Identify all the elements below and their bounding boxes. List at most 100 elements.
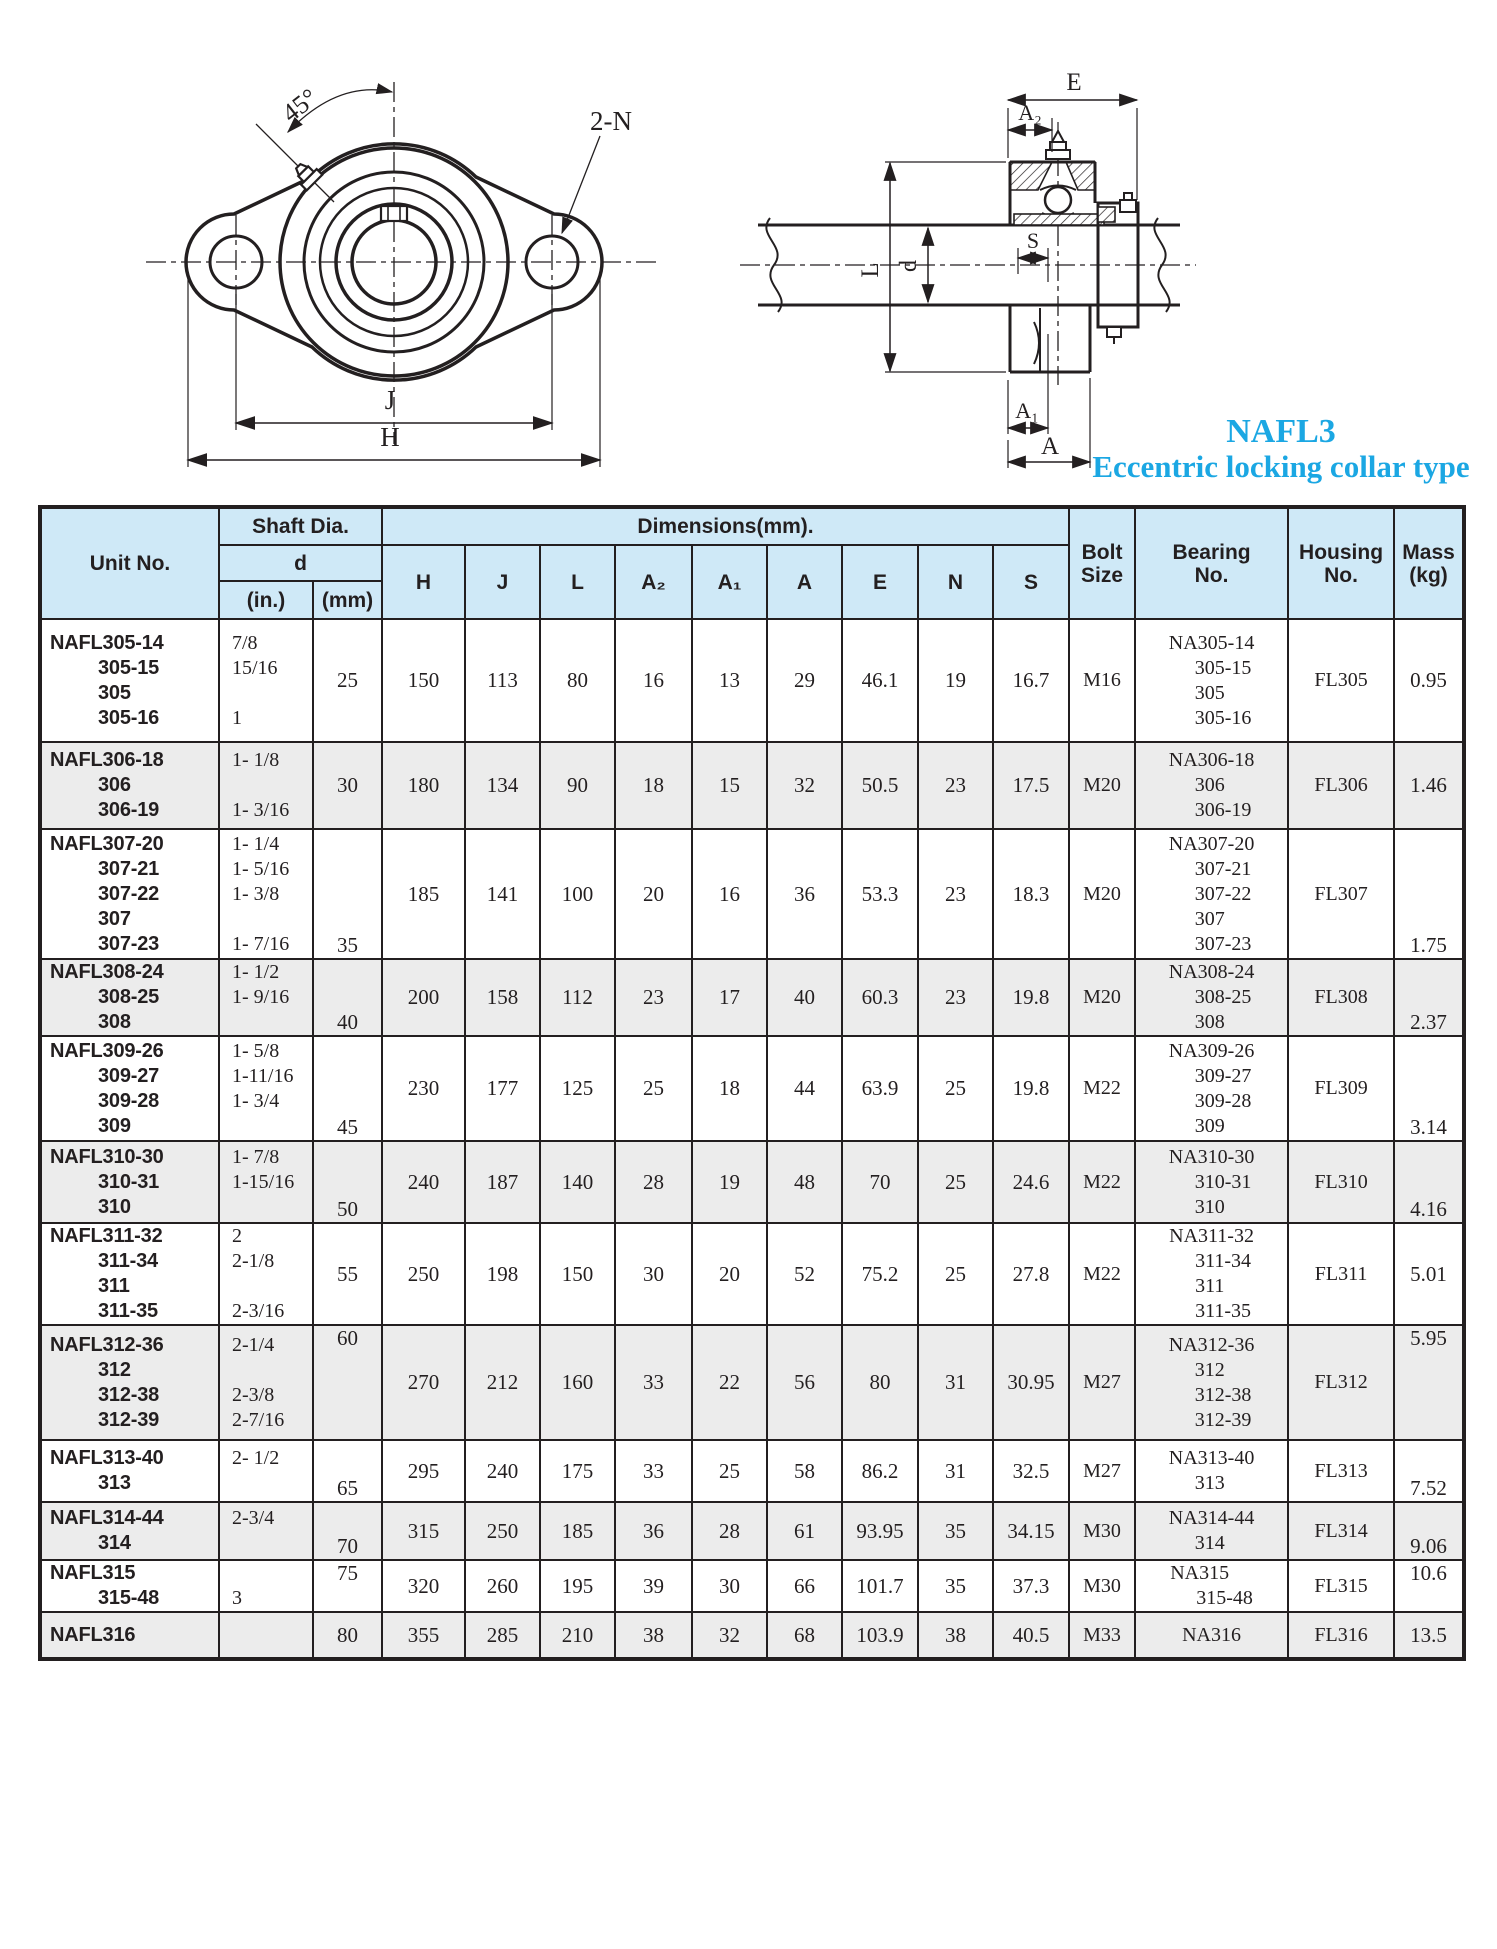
cell-dim-a: 32: [766, 741, 844, 830]
header-dim-a: A: [766, 544, 844, 620]
cell-dim-a: 44: [766, 1035, 844, 1142]
spec-table: Unit No. Shaft Dia. Dimensions(mm). Bolt…: [38, 505, 1467, 1661]
cell-shaft-dia-mm: 30: [311, 741, 384, 830]
cell-dim-n: 31: [917, 1324, 995, 1441]
cell-dim-a: 58: [766, 1439, 844, 1503]
cell-mass: 10.6: [1393, 1559, 1466, 1613]
header-bolt-size: Bolt Size: [1068, 506, 1137, 620]
side-dim-a2-label: A₂: [1018, 100, 1042, 125]
cell-mass: 9.06: [1393, 1501, 1466, 1561]
cell-dim-j: 187: [464, 1140, 542, 1224]
cell-dim-j: 260: [464, 1559, 542, 1613]
cell-dim-l: 175: [539, 1439, 617, 1503]
cell-dim-a: 66: [766, 1559, 844, 1613]
cell-dim-e: 101.7: [841, 1559, 920, 1613]
cell-dim-s: 27.8: [992, 1222, 1071, 1326]
cell-dim-j: 285: [464, 1611, 542, 1660]
cell-dim-e: 86.2: [841, 1439, 920, 1503]
cell-dim-l: 150: [539, 1222, 617, 1326]
cell-dim-s: 30.95: [992, 1324, 1071, 1441]
cell-shaft-dia-mm: 40: [311, 958, 384, 1037]
cell-dim-e: 60.3: [841, 958, 920, 1037]
cell-dim-l: 210: [539, 1611, 617, 1660]
cell-dim-h: 355: [381, 1611, 467, 1660]
cell-bearing-no: NA314-44 314: [1134, 1501, 1290, 1561]
header-dim-j: J: [464, 544, 542, 620]
cell-unit-no: NAFL309-26 309-27 309-28 309: [39, 1035, 220, 1142]
table-row: NAFL305-14 305-15 305 305-16 7/8 15/16 1 25 150…: [39, 618, 1466, 743]
cell-unit-no: NAFL306-18 306 306-19: [39, 741, 220, 830]
cell-dim-a1: 25: [691, 1439, 769, 1503]
cell-dim-h: 180: [381, 741, 467, 830]
cell-dim-a: 36: [766, 828, 844, 960]
side-dim-l-label: L: [857, 262, 884, 277]
cell-mass: 7.52: [1393, 1439, 1466, 1503]
cell-dim-a2: 23: [614, 958, 694, 1037]
cell-bolt-size: M16: [1068, 618, 1137, 743]
cell-dim-a: 29: [766, 618, 844, 743]
cell-dim-n: 19: [917, 618, 995, 743]
cell-dim-a: 40: [766, 958, 844, 1037]
header-bearing-no: Bearing No.: [1134, 506, 1290, 620]
table-row: NAFL309-26 309-27 309-28 309 1- 5/8 1-11/16 1-…: [39, 1035, 1466, 1142]
cell-housing-no: FL306: [1287, 741, 1396, 830]
cell-shaft-dia-in: 3: [218, 1559, 314, 1613]
cell-mass: 13.5: [1393, 1611, 1466, 1660]
cell-dim-s: 37.3: [992, 1559, 1071, 1613]
cell-dim-n: 35: [917, 1559, 995, 1613]
front-angle-label: 45°: [276, 83, 323, 128]
cell-shaft-dia-in: 1- 1/4 1- 5/16 1- 3/8 1- 7/16: [218, 828, 314, 960]
cell-dim-s: 40.5: [992, 1611, 1071, 1660]
cell-bearing-no: NA312-36 312 312-38 312-39: [1134, 1324, 1290, 1441]
cell-dim-a1: 30: [691, 1559, 769, 1613]
cell-dim-l: 185: [539, 1501, 617, 1561]
cell-dim-a: 61: [766, 1501, 844, 1561]
header-dim-s: S: [992, 544, 1071, 620]
cell-dim-a2: 38: [614, 1611, 694, 1660]
cell-housing-no: FL308: [1287, 958, 1396, 1037]
table-row: NAFL316 80 355 285 210 38 32 68 103.9 38 40.5 M33 N…: [39, 1611, 1466, 1660]
cell-dim-j: 198: [464, 1222, 542, 1326]
cell-dim-e: 46.1: [841, 618, 920, 743]
table-row: NAFL313-40 313 2- 1/2 65 295 240 175 33 25 58 86.…: [39, 1439, 1466, 1503]
header-dim-n: N: [917, 544, 995, 620]
cell-shaft-dia-in: 7/8 15/16 1: [218, 618, 314, 743]
side-view-drawing: E A₂ L d S A₁ A: [740, 69, 1196, 469]
cell-unit-no: NAFL315 315-48: [39, 1559, 220, 1613]
cell-housing-no: FL311: [1287, 1222, 1396, 1326]
cell-unit-no: NAFL312-36 312 312-38 312-39: [39, 1324, 220, 1441]
cell-dim-h: 150: [381, 618, 467, 743]
cell-shaft-dia-in: 2-3/4: [218, 1501, 314, 1561]
cell-dim-a: 48: [766, 1140, 844, 1224]
header-dim-h: H: [381, 544, 467, 620]
cell-dim-a: 52: [766, 1222, 844, 1326]
cell-unit-no: NAFL305-14 305-15 305 305-16: [39, 618, 220, 743]
side-dim-a-label: A: [1041, 433, 1059, 460]
front-view-drawing: 45° 2-N J H: [146, 82, 660, 467]
cell-unit-no: NAFL308-24 308-25 308: [39, 958, 220, 1037]
cell-dim-e: 103.9: [841, 1611, 920, 1660]
cell-shaft-dia-in: 1- 1/2 1- 9/16: [218, 958, 314, 1037]
table-row: NAFL312-36 312 312-38 312-39 2-1/4 2-3/8 2-7/…: [39, 1324, 1466, 1441]
cell-housing-no: FL309: [1287, 1035, 1396, 1142]
cell-dim-a2: 18: [614, 741, 694, 830]
cell-dim-n: 31: [917, 1439, 995, 1503]
header-dimensions: Dimensions(mm).: [381, 506, 1071, 546]
table-body: NAFL305-14 305-15 305 305-16 7/8 15/16 1 25 150…: [39, 618, 1466, 1660]
cell-dim-h: 250: [381, 1222, 467, 1326]
cell-unit-no: NAFL311-32 311-34 311 311-35: [39, 1222, 220, 1326]
header-mass: Mass (kg): [1393, 506, 1466, 620]
cell-housing-no: FL316: [1287, 1611, 1396, 1660]
cell-dim-a1: 15: [691, 741, 769, 830]
cell-dim-a1: 19: [691, 1140, 769, 1224]
front-dim-h-label: H: [380, 422, 400, 452]
cell-shaft-dia-in: 1- 7/8 1-15/16: [218, 1140, 314, 1224]
cell-bolt-size: M22: [1068, 1035, 1137, 1142]
cell-shaft-dia-mm: 80: [311, 1611, 384, 1660]
table-row: NAFL308-24 308-25 308 1- 1/2 1- 9/16 40 200 15…: [39, 958, 1466, 1037]
cell-dim-j: 212: [464, 1324, 542, 1441]
cell-bolt-size: M27: [1068, 1439, 1137, 1503]
cell-dim-n: 25: [917, 1140, 995, 1224]
header-dim-a2: A₂: [614, 544, 694, 620]
cell-dim-a2: 20: [614, 828, 694, 960]
